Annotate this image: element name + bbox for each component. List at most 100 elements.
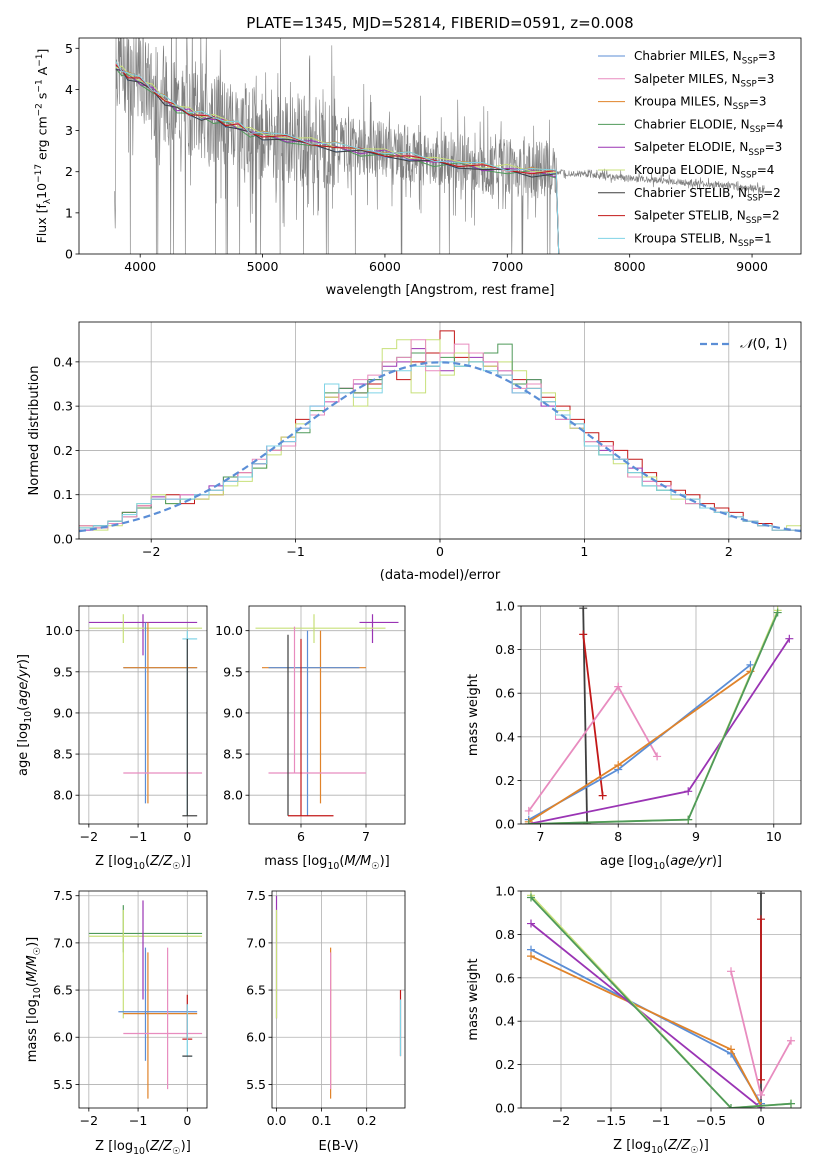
weight_vs_Z-plot [527, 891, 795, 1108]
spectrum-ticks: 4000 5000 6000 7000 8000 9000 0 1 2 3 4 5 [65, 41, 768, 274]
label-part: =4 [766, 117, 784, 131]
plus-marker [787, 1099, 795, 1108]
legend-entry: Salpeter STELIB, NSSP=2 [634, 209, 780, 227]
age_vs_mass-plot [255, 614, 399, 817]
age-vs-mass-xlabel: mass [log10(M/M☉)] [264, 854, 390, 872]
model-line-6 [115, 69, 560, 254]
plus-marker [757, 1075, 765, 1084]
label-part: 10 [133, 1146, 145, 1157]
mass-vs-ebv-xlabel: E(B-V) [318, 1139, 358, 1154]
y-tick-label: 0.2 [53, 443, 73, 458]
model-line-7 [115, 64, 560, 254]
plus-marker [614, 761, 623, 770]
spectrum-frame [78, 37, 802, 255]
weight-vs-age-xlabel: age [log10(age/yr)] [600, 854, 722, 872]
x-tick-label: 0 [757, 1113, 765, 1128]
label-part: Chabrier MILES, N [634, 49, 742, 63]
weight-vs-age-ylabel: mass weight [466, 674, 481, 756]
label-part: Salpeter MILES, N [634, 72, 741, 86]
spectrum-ylabel: Flux [fλ10−17 erg cm−2 s−1 A−1] [34, 49, 53, 244]
weight_vs_Z-axes: −2 −1.5 −1 −0.5 0 0.0 0.2 0.4 0.6 0.8 1.0 Z [log10(… [466, 884, 802, 1156]
label-part: mass [log [264, 854, 327, 869]
weight_vs_Z-grid [521, 890, 801, 1109]
label-part: )] [712, 854, 722, 869]
plus-marker [757, 891, 765, 898]
y-tick-label: 8.5 [53, 747, 73, 762]
label-part: SSP [738, 239, 754, 249]
y-tick-label: 4 [65, 82, 73, 97]
label-part: 10 [23, 711, 34, 723]
plus-marker [684, 815, 693, 824]
plus-marker [727, 1045, 735, 1054]
mass_vs_Z-grid [79, 891, 207, 1108]
x-tick-label: 0.0 [267, 1113, 287, 1128]
y-tick-label: 0.1 [53, 487, 73, 502]
y-tick-label: 5 [65, 41, 73, 56]
label-part: SSP [748, 148, 764, 158]
plus-marker [583, 820, 592, 824]
x-tick-label: 2 [725, 544, 733, 559]
label-part: Z/Z [667, 1138, 691, 1153]
y-tick-label: 5.5 [246, 1077, 266, 1092]
x-tick-label: −1 [129, 829, 147, 844]
label-part: λ [43, 198, 53, 204]
label-part: Kroupa STELIB, N [634, 231, 738, 245]
y-tick-label: 10.0 [215, 623, 243, 638]
age_vs_mass-axes: 6 7 8.0 8.5 9.0 9.5 10.0 mass [log10(M/M☉)] [215, 605, 406, 872]
observed-spectrum [114, 38, 765, 254]
label-part: 10 [32, 987, 43, 999]
y-tick-label: 7.0 [53, 935, 73, 950]
plus-marker [527, 919, 535, 928]
label-part: =4 [757, 163, 775, 177]
label-part: )] [181, 1139, 191, 1154]
age_vs_mass-grid [249, 606, 405, 824]
y-tick-label: 0 [65, 247, 73, 262]
model-line-8 [115, 61, 560, 254]
label-part: =3 [757, 72, 775, 86]
mass_vs_Z-ticks: −2 −1 0 5.5 6.0 6.5 7.0 7.5 [53, 888, 191, 1128]
label-part: =3 [758, 49, 776, 63]
residuals-ticks: −2 −1 0 1 2 0.0 0.1 0.2 0.3 0.4 [53, 354, 733, 559]
label-part: s [35, 93, 50, 104]
label-part: Z/Z [149, 1139, 173, 1154]
residuals-xlabel: (data-model)/error [380, 568, 501, 583]
weight_vs_age-grid [521, 605, 801, 825]
label-part: Chabrier STELIB, N [634, 186, 747, 200]
y-tick-label: 6.0 [53, 1030, 73, 1045]
y-tick-label: 9.0 [53, 705, 73, 720]
x-tick-label: −1 [652, 1113, 670, 1128]
legend-entry: Kroupa MILES, NSSP=3 [634, 95, 767, 113]
x-tick-label: −2 [552, 1113, 570, 1128]
x-tick-label: 10 [766, 829, 782, 844]
weight-line-7 [530, 896, 792, 1108]
weight-vs-z-xlabel: Z [log10(Z/Z☉)] [613, 1138, 709, 1156]
x-tick-label: −2 [142, 544, 160, 559]
plus-marker [579, 606, 588, 613]
label-part: −1 [35, 79, 45, 92]
plus-marker [757, 915, 765, 924]
weight_vs_Z-ticks: −2 −1.5 −1 −0.5 0 0.0 0.2 0.4 0.6 0.8 1.0 [495, 884, 765, 1129]
y-tick-label: 0.4 [53, 354, 73, 369]
label-part: =2 [762, 209, 780, 223]
y-tick-label: 0.6 [495, 970, 515, 985]
x-tick-label: 9 [692, 829, 700, 844]
y-tick-label: 9.0 [223, 705, 243, 720]
label-part: Salpeter STELIB, N [634, 209, 746, 223]
plus-marker [524, 820, 533, 824]
label-part: −1 [35, 54, 45, 67]
label-part: =2 [763, 186, 781, 200]
plus-marker [684, 787, 693, 796]
label-part: )] [25, 937, 40, 947]
label-part: ( [25, 982, 40, 987]
y-tick-label: 5.5 [53, 1077, 73, 1092]
x-tick-label: 8 [614, 829, 622, 844]
age_vs_Z-plot [88, 614, 203, 817]
x-tick-label: 7 [536, 829, 544, 844]
label-part: 10 [651, 1145, 663, 1156]
histogram-2 [79, 339, 801, 531]
label-part: −2 [34, 103, 44, 116]
label-part: Chabrier ELODIE, N [634, 117, 750, 131]
y-tick-label: 10.0 [45, 623, 73, 638]
label-part: (0, 1) [752, 337, 787, 352]
